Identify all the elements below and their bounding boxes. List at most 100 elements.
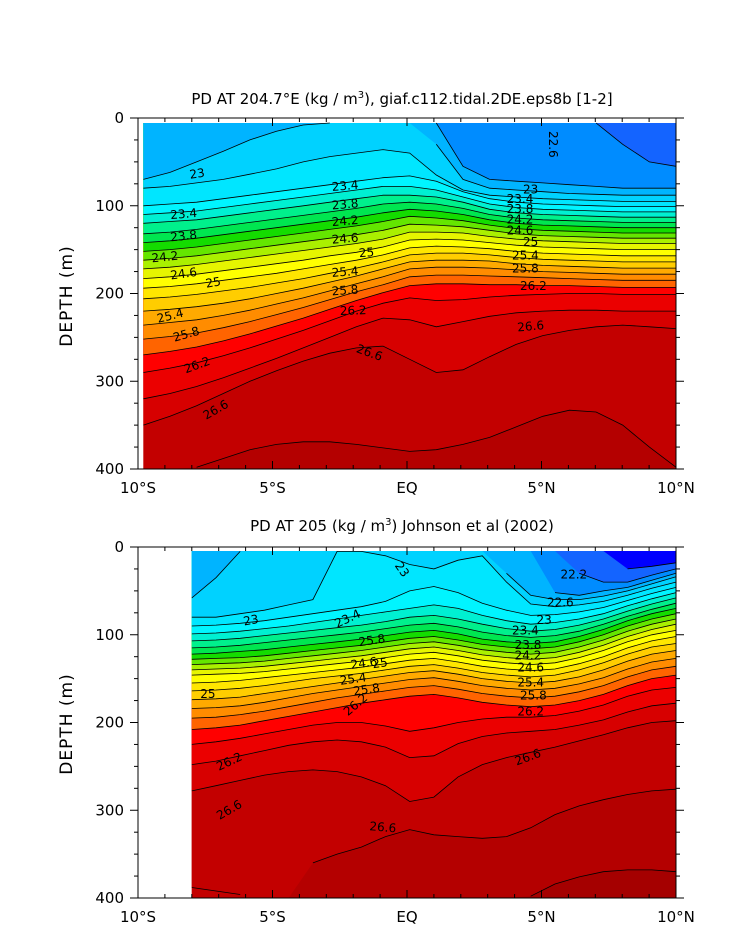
- contour-label: 23: [537, 613, 552, 627]
- panel-top-title: PD AT 204.7°E (kg / m3), giaf.c112.tidal…: [191, 90, 612, 108]
- contour-label: 23.8: [331, 196, 359, 212]
- contour-label: 24.6: [517, 661, 544, 675]
- isopycnal-line: [143, 208, 676, 243]
- contour-label: 23: [242, 612, 259, 628]
- isopycnal-line: [191, 650, 677, 701]
- isopycnal-line: [143, 259, 676, 312]
- contour-label: 26.2: [520, 279, 547, 293]
- isopycnal-line: [191, 702, 677, 765]
- contour-label: 23: [189, 166, 206, 182]
- contour-label: 24.6: [169, 265, 197, 283]
- isopycnal-line: [191, 551, 677, 600]
- isopycnal-line: [312, 788, 677, 864]
- density-band: [191, 551, 677, 569]
- x-tick-label: 10°N: [657, 479, 695, 497]
- isopycnal-line: [191, 720, 677, 802]
- isopycnal-line: [191, 592, 677, 635]
- contour-label: 23.4: [512, 624, 539, 638]
- y-tick-label: 0: [114, 538, 124, 556]
- isopycnal-line: [143, 223, 676, 261]
- contour-label: 24.2: [515, 648, 542, 662]
- isopycnal-line: [435, 122, 676, 189]
- isopycnal-line: [143, 309, 676, 400]
- contour-label: 25: [204, 274, 221, 290]
- contour-label: 22.6: [546, 131, 560, 158]
- contour-label: 22.2: [560, 568, 587, 582]
- contour-label: 23.4: [331, 178, 359, 194]
- contour-label: 26.2: [517, 705, 544, 719]
- isopycnal-line: [196, 409, 677, 468]
- isopycnal-line: [191, 630, 677, 676]
- isopycnal-line: [554, 572, 677, 596]
- isopycnal-line: [191, 618, 677, 665]
- x-tick-label: EQ: [396, 908, 417, 926]
- isopycnal-line: [191, 658, 677, 709]
- isopycnal-line: [595, 122, 677, 167]
- isopycnal-line: [143, 252, 676, 300]
- contour-label: 25.8: [520, 689, 547, 703]
- isopycnal-line: [191, 869, 677, 897]
- contour-label: 26.2: [340, 303, 367, 318]
- contour-label: 25: [371, 655, 388, 671]
- isopycnal-line: [143, 201, 676, 235]
- contour-label: 25.4: [512, 248, 539, 262]
- isopycnal-line: [143, 215, 676, 252]
- contour-label: 25.4: [517, 676, 544, 690]
- isopycnal-line: [191, 586, 677, 627]
- density-band: [191, 551, 677, 596]
- contour-label: 24.6: [331, 230, 359, 246]
- isopycnal-line: [627, 562, 677, 570]
- isopycnal-line: [143, 149, 676, 202]
- y-tick-label: 300: [95, 801, 124, 819]
- contour-label: 25: [200, 687, 215, 701]
- y-tick-label: 200: [95, 285, 124, 303]
- x-tick-label: 10°S: [120, 908, 156, 926]
- y-tick-label: 100: [95, 197, 124, 215]
- isopycnal-line: [143, 122, 676, 196]
- contour-label: 25: [523, 235, 538, 249]
- isopycnal-line: [143, 245, 676, 289]
- y-tick-label: 400: [95, 889, 124, 907]
- density-band: [143, 123, 676, 167]
- isopycnal-line: [143, 266, 676, 326]
- x-tick-label: EQ: [396, 479, 417, 497]
- isopycnal-line: [143, 231, 676, 270]
- contour-label: 26.6: [517, 318, 545, 334]
- isopycnal-line: [191, 674, 677, 730]
- panel-top: PD AT 204.7°E (kg / m3), giaf.c112.tidal…: [57, 90, 695, 497]
- contour-label: 25: [358, 245, 374, 260]
- x-tick-label: 10°S: [120, 479, 156, 497]
- y-tick-label: 400: [95, 460, 124, 478]
- panel-top-ylabel: DEPTH (m): [57, 245, 77, 346]
- contour-label: 23: [523, 183, 538, 197]
- x-tick-label: 5°S: [259, 908, 286, 926]
- contour-label: 23.4: [507, 192, 534, 206]
- panel-bottom: PD AT 205 (kg / m3) Johnson et al (2002)…: [57, 517, 695, 926]
- contour-label: 23.8: [515, 638, 542, 652]
- contour-label: 23.4: [170, 206, 198, 222]
- isopycnal-line: [143, 194, 676, 224]
- contour-label: 24.2: [507, 212, 534, 226]
- x-tick-label: 5°N: [527, 479, 555, 497]
- isopycnal-line: [143, 274, 676, 340]
- y-tick-label: 200: [95, 714, 124, 732]
- isopycnal-line: [191, 602, 677, 649]
- isopycnal-line: [191, 665, 677, 719]
- contour-label: 25.8: [352, 681, 380, 699]
- isopycnal-line: [579, 568, 677, 583]
- isopycnal-line: [143, 324, 677, 426]
- panel-bottom-title: PD AT 205 (kg / m3) Johnson et al (2002): [250, 517, 554, 535]
- isopycnal-line: [191, 636, 677, 684]
- contour-label: 25.4: [339, 670, 367, 688]
- contour-label: 25.8: [358, 632, 386, 650]
- x-tick-label: 10°N: [657, 908, 695, 926]
- isopycnal-line: [191, 551, 677, 618]
- isopycnal-line: [143, 293, 676, 373]
- contour-label: 25.8: [512, 261, 539, 275]
- density-band: [143, 123, 676, 189]
- isopycnal-line: [191, 643, 677, 692]
- panel-bottom-ylabel: DEPTH (m): [57, 673, 77, 774]
- isopycnal-line: [191, 597, 677, 642]
- isopycnal-line: [191, 613, 677, 660]
